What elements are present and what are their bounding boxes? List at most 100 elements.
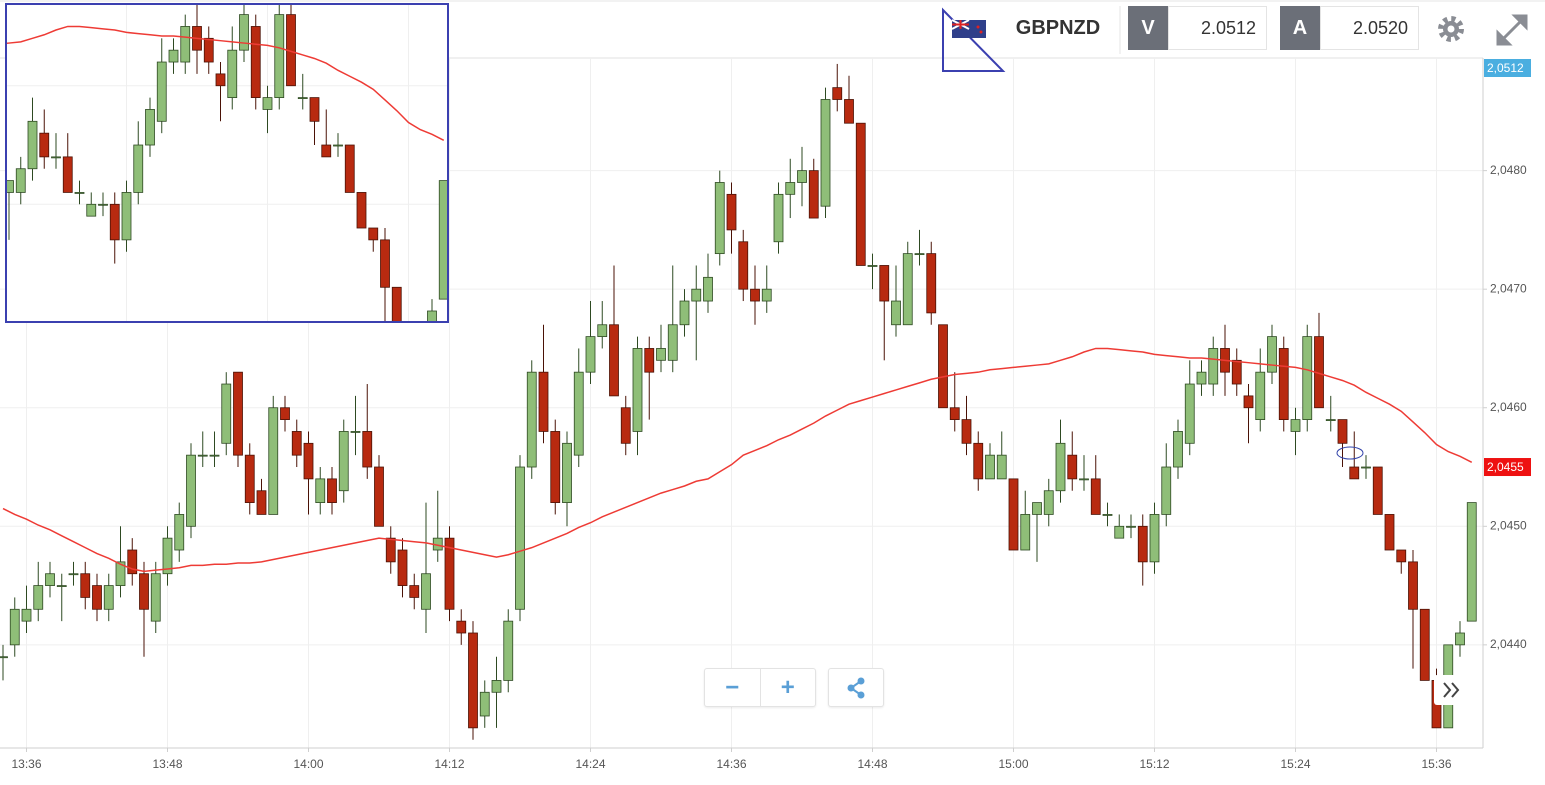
candle-up [562,442,572,503]
candle-up [1079,478,1089,481]
zoom-buttons: − + [704,668,816,707]
candle-down [444,537,455,610]
candle-down [1243,395,1254,409]
candle-down [280,407,290,420]
candle-up [820,99,831,207]
inset-background [6,4,448,322]
candle-up [632,348,643,432]
candle-up [1290,419,1301,432]
candle-up [1302,336,1313,420]
scroll-button-bg[interactable] [1434,675,1470,705]
candle-down [92,585,102,610]
candle-down [1372,466,1383,515]
candle-up [985,454,995,480]
price-label-box [1484,458,1531,477]
candle-up [703,276,713,302]
candle-up [1325,419,1336,421]
candle-up [714,182,725,255]
ask-price[interactable]: 2.0520 [1320,6,1419,50]
candle-up [785,182,796,195]
candle-down [738,241,749,290]
candle-up [1184,383,1195,444]
share-dot[interactable] [847,684,855,691]
expand-button[interactable] [1496,14,1528,46]
candle-down [1384,514,1395,551]
candle-down [879,265,890,302]
candle-down [1278,348,1289,420]
x-tick-label: 15:36 [1421,757,1451,771]
candle-up [773,193,784,243]
candle-down [973,442,984,480]
share-glyph[interactable] [844,676,868,700]
x-tick-label: 14:00 [293,757,323,771]
candle-up [1126,525,1136,528]
share-dot[interactable] [857,677,865,684]
candle-down [374,466,384,527]
gear-teeth[interactable] [1438,16,1464,42]
candle-up [656,348,666,361]
settings-button[interactable] [1438,16,1464,42]
candle-up [186,454,196,527]
zoom-out[interactable]: − [705,669,761,706]
candle-up [996,454,1007,480]
candle-up [526,371,537,468]
inset [6,4,448,322]
expand-arrow[interactable] [1511,14,1528,31]
candle-up [268,407,279,515]
candle-up [1173,431,1183,468]
scroll-button[interactable] [1434,675,1470,705]
expand-line[interactable] [1500,18,1524,42]
bid-price[interactable]: 2.0512 [1168,6,1267,50]
flag-star [979,30,983,34]
gear-hole[interactable] [1447,25,1455,33]
moving-average [2,347,1473,573]
candle-down [256,490,267,515]
scroll-icon[interactable] [1443,682,1460,698]
y-tick-label: 2,0460 [1490,400,1527,414]
candle-up [21,608,32,622]
candle-up [1267,336,1277,373]
x-tick-label: 14:12 [434,757,464,771]
expand-arrow[interactable] [1496,29,1513,46]
candle-down [1349,466,1360,480]
candle-down [409,585,420,598]
candle-down [620,407,631,444]
share-dot[interactable] [857,691,865,698]
candle-up [174,514,185,551]
candle-up [56,585,67,587]
candle-down [127,549,138,575]
candle-down [750,288,760,302]
y-tick-label: 2,0450 [1490,518,1527,532]
x-tick-label: 13:48 [152,757,182,771]
candle-up [1149,514,1160,563]
candle-up [1466,502,1477,622]
bid-tag[interactable]: V [1128,6,1168,50]
zoom-in[interactable]: + [780,673,795,701]
candle-up [891,300,901,326]
candle-up [68,573,79,576]
candle-up [1114,525,1125,539]
candle-down [291,431,302,456]
price-label-box [1484,59,1531,77]
candle-up [797,170,807,183]
candle-down [1090,478,1101,515]
y-tick-label: 2,0480 [1490,163,1527,177]
candle-down [550,431,561,503]
ask-tag[interactable]: A [1280,6,1320,50]
share-icon[interactable] [829,669,883,706]
candle-up [867,265,878,267]
candle-up [209,454,220,457]
candle-up [503,620,514,681]
candle-down [139,573,149,610]
candle-up [1255,371,1266,420]
candle-up [597,324,608,338]
inset-frame [5,3,449,323]
candle-up [491,680,502,693]
candle-up [573,371,584,456]
candle-up [479,691,490,717]
share-button[interactable] [828,668,884,707]
